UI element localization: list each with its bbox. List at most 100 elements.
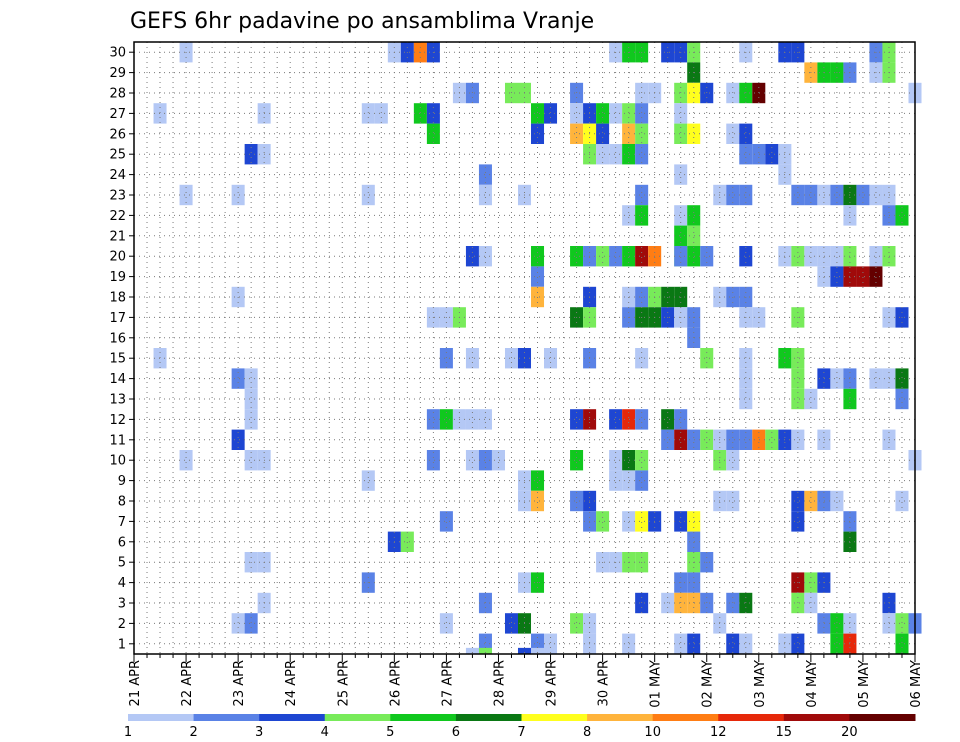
y-tick-label: 15 xyxy=(109,352,126,367)
heatmap-cell xyxy=(465,409,479,430)
heatmap-cell xyxy=(739,388,753,410)
heatmap-cell xyxy=(361,103,375,124)
heatmap-cell xyxy=(895,633,909,654)
heatmap-cell xyxy=(869,368,883,389)
heatmap-cells xyxy=(153,42,922,654)
heatmap-cell xyxy=(700,348,714,369)
y-tick-label: 7 xyxy=(118,515,126,530)
heatmap-cell xyxy=(791,633,805,654)
legend-swatch xyxy=(455,714,522,721)
heatmap-cell xyxy=(674,164,688,185)
heatmap-cell xyxy=(531,647,545,654)
heatmap-cell xyxy=(687,205,701,226)
heatmap-cell xyxy=(531,490,545,512)
heatmap-cell xyxy=(791,388,805,410)
heatmap-cell xyxy=(726,490,740,512)
heatmap-cell xyxy=(791,490,805,512)
y-tick-label: 12 xyxy=(109,413,126,428)
heatmap-cell xyxy=(635,246,649,267)
heatmap-cell xyxy=(179,450,193,471)
heatmap-cell xyxy=(635,123,649,144)
legend-label: 20 xyxy=(841,725,858,740)
y-tick-label: 6 xyxy=(118,535,126,550)
y-tick-label: 19 xyxy=(109,270,126,285)
y-tick-label: 11 xyxy=(109,433,126,448)
heatmap-cell xyxy=(882,205,896,226)
y-tick-label: 24 xyxy=(109,168,126,183)
heatmap-cell xyxy=(726,123,740,144)
heatmap-cell xyxy=(544,348,558,369)
heatmap-cell xyxy=(739,368,753,389)
heatmap-cell xyxy=(674,429,688,450)
heatmap-cell xyxy=(830,613,844,634)
heatmap-cell xyxy=(609,144,623,165)
heatmap-cell xyxy=(791,511,805,532)
legend-label: 1 xyxy=(124,725,132,740)
y-tick-label: 20 xyxy=(109,250,126,265)
y-axis: 1234567891011121314151617181920212223242… xyxy=(109,46,134,652)
legend-label: 2 xyxy=(189,725,197,740)
heatmap-cell xyxy=(817,490,831,512)
legend-label: 6 xyxy=(452,725,460,740)
legend-label: 3 xyxy=(255,725,263,740)
heatmap-cell xyxy=(622,103,636,124)
heatmap-cell xyxy=(504,613,518,634)
heatmap-cell xyxy=(882,613,896,634)
heatmap-cell xyxy=(674,511,688,532)
heatmap-cell xyxy=(895,490,909,512)
y-tick-label: 22 xyxy=(109,209,126,224)
legend-swatch xyxy=(587,714,654,721)
heatmap-cell xyxy=(531,266,545,287)
heatmap-cell xyxy=(882,246,896,267)
heatmap-cell xyxy=(791,429,805,450)
heatmap-cell xyxy=(531,246,545,267)
heatmap-cell xyxy=(817,266,831,287)
heatmap-cell xyxy=(700,246,714,267)
y-tick-label: 14 xyxy=(109,372,126,387)
heatmap-cell xyxy=(478,164,492,185)
x-tick-label: 05 MAY xyxy=(857,660,872,708)
heatmap-cell xyxy=(739,123,753,144)
heatmap-cell xyxy=(622,450,636,471)
x-tick-label: 03 MAY xyxy=(753,660,768,708)
heatmap-cell xyxy=(635,184,649,206)
heatmap-cell xyxy=(687,123,701,144)
heatmap-cell xyxy=(231,613,245,634)
heatmap-cell xyxy=(465,348,479,369)
heatmap-cell xyxy=(804,184,818,206)
legend-label: 7 xyxy=(517,725,525,740)
y-tick-label: 1 xyxy=(118,637,126,652)
heatmap-cell xyxy=(596,103,610,124)
heatmap-cell xyxy=(570,613,584,634)
legend-swatch xyxy=(128,714,195,721)
heatmap-cell xyxy=(674,205,688,226)
legend-swatch xyxy=(849,714,916,721)
x-tick-label: 24 APR xyxy=(284,660,299,706)
heatmap-cell xyxy=(804,246,818,267)
y-tick-label: 30 xyxy=(109,46,126,61)
legend-swatch xyxy=(783,714,850,721)
x-tick-label: 23 APR xyxy=(232,660,247,706)
heatmap-cell xyxy=(739,633,753,654)
heatmap-cell xyxy=(244,388,258,410)
heatmap-cell xyxy=(882,184,896,206)
heatmap-cell xyxy=(361,470,375,491)
heatmap-cell xyxy=(244,613,258,634)
legend-label: 4 xyxy=(321,725,329,740)
heatmap-cell xyxy=(478,184,492,206)
heatmap-cell xyxy=(596,123,610,144)
heatmap-cell xyxy=(504,348,518,369)
legend-label: 10 xyxy=(644,725,661,740)
x-tick-label: 26 APR xyxy=(388,660,403,706)
heatmap-cell xyxy=(752,429,766,450)
heatmap-cell xyxy=(609,103,623,124)
heatmap-cell xyxy=(570,123,584,144)
heatmap-cell xyxy=(465,647,479,654)
color-legend: 1 2 3 4 5 6 7 8 10 12 15 20 xyxy=(124,714,916,740)
heatmap-cell xyxy=(570,450,584,471)
x-tick-label: 27 APR xyxy=(440,660,455,706)
heatmap-cell xyxy=(817,613,831,634)
heatmap-cell xyxy=(491,450,505,471)
heatmap-cell xyxy=(895,388,909,410)
